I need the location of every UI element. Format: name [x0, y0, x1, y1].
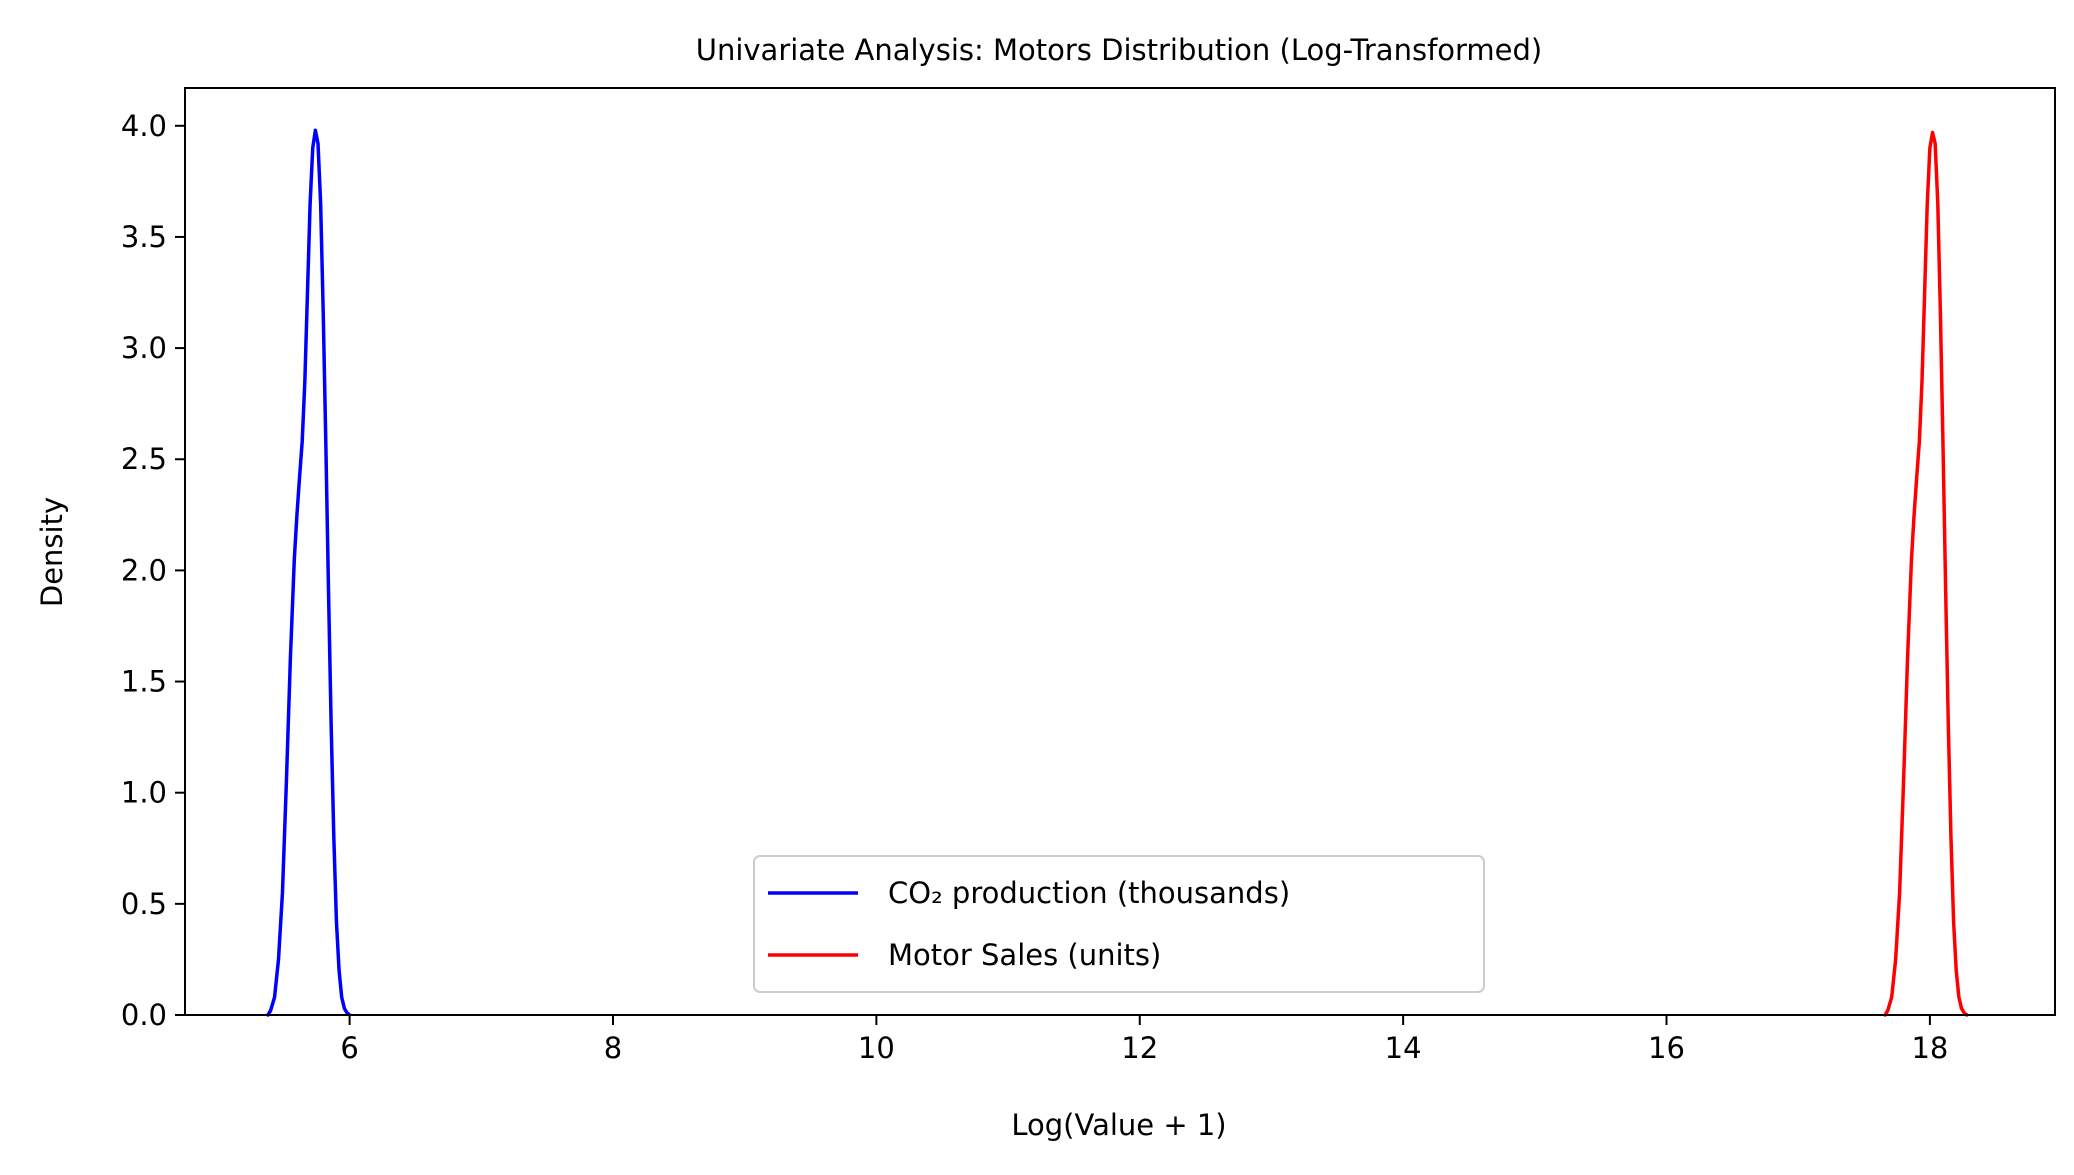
x-tick-label: 16 [1648, 1031, 1685, 1065]
y-tick-label: 2.5 [121, 442, 167, 476]
y-tick-label: 0.5 [121, 887, 167, 921]
y-tick-label: 3.0 [121, 331, 167, 365]
y-axis-label: Density [35, 497, 69, 607]
y-tick-label: 1.5 [121, 665, 167, 699]
legend-label: Motor Sales (units) [888, 938, 1161, 972]
x-tick-label: 14 [1385, 1031, 1422, 1065]
series-line-2 [1883, 130, 1969, 1017]
y-tick-label: 0.0 [121, 998, 167, 1032]
x-tick-label: 18 [1911, 1031, 1948, 1065]
series-layer [266, 128, 1969, 1017]
y-tick-label: 1.0 [121, 776, 167, 810]
y-tick-label: 2.0 [121, 553, 167, 587]
y-tick-label: 3.5 [121, 220, 167, 254]
chart-title: Univariate Analysis: Motors Distribution… [696, 33, 1543, 67]
legend-label: CO₂ production (thousands) [888, 876, 1290, 910]
legend-box [753, 855, 1485, 993]
x-axis-label: Log(Value + 1) [1011, 1108, 1226, 1142]
x-axis: 6 8 10 12 14 16 18 [340, 1015, 1948, 1065]
y-axis: 0.0 0.5 1.0 1.5 2.0 2.5 3.0 3.5 4.0 [121, 109, 185, 1032]
x-tick-label: 6 [340, 1031, 358, 1065]
x-tick-label: 10 [858, 1031, 895, 1065]
chart-legend: CO₂ production (thousands) Motor Sales (u… [753, 855, 1485, 993]
legend-items: CO₂ production (thousands) Motor Sales (u… [768, 876, 1290, 972]
x-tick-label: 8 [604, 1031, 622, 1065]
y-tick-label: 4.0 [121, 109, 167, 143]
series-line-1 [266, 128, 352, 1017]
x-tick-label: 12 [1121, 1031, 1158, 1065]
plot-frame [184, 87, 2056, 1016]
